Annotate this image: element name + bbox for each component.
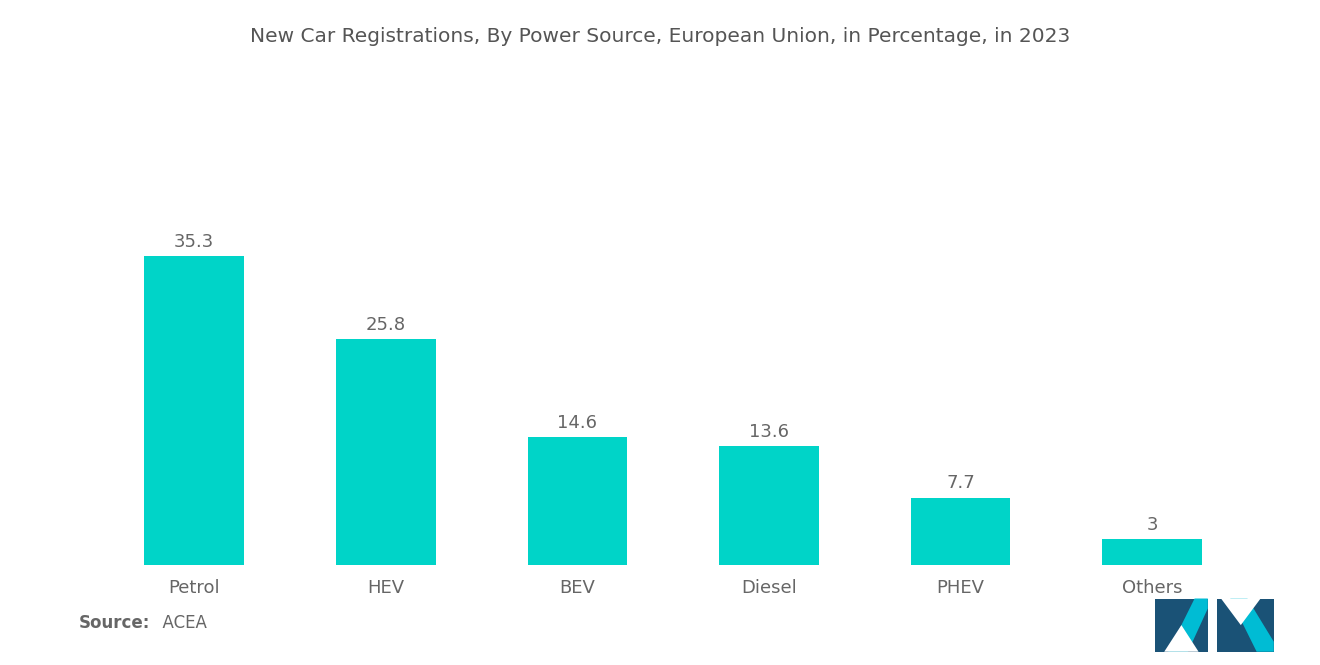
Polygon shape	[1155, 598, 1208, 652]
Polygon shape	[1164, 625, 1199, 652]
Text: 35.3: 35.3	[174, 233, 214, 251]
Polygon shape	[1230, 598, 1274, 652]
Polygon shape	[1168, 598, 1208, 652]
Bar	[719, 446, 818, 565]
Bar	[911, 497, 1010, 565]
Polygon shape	[1217, 598, 1274, 652]
Text: 3: 3	[1147, 515, 1158, 534]
Bar	[337, 339, 436, 565]
Text: ACEA: ACEA	[152, 614, 207, 632]
Text: 7.7: 7.7	[946, 475, 975, 493]
Text: Source:: Source:	[79, 614, 150, 632]
Polygon shape	[1221, 598, 1261, 625]
Text: 13.6: 13.6	[748, 423, 789, 441]
Bar	[528, 438, 627, 565]
Text: New Car Registrations, By Power Source, European Union, in Percentage, in 2023: New Car Registrations, By Power Source, …	[249, 27, 1071, 46]
Text: 14.6: 14.6	[557, 414, 598, 432]
Text: 25.8: 25.8	[366, 316, 405, 334]
Bar	[1102, 539, 1203, 565]
Bar	[144, 256, 244, 565]
